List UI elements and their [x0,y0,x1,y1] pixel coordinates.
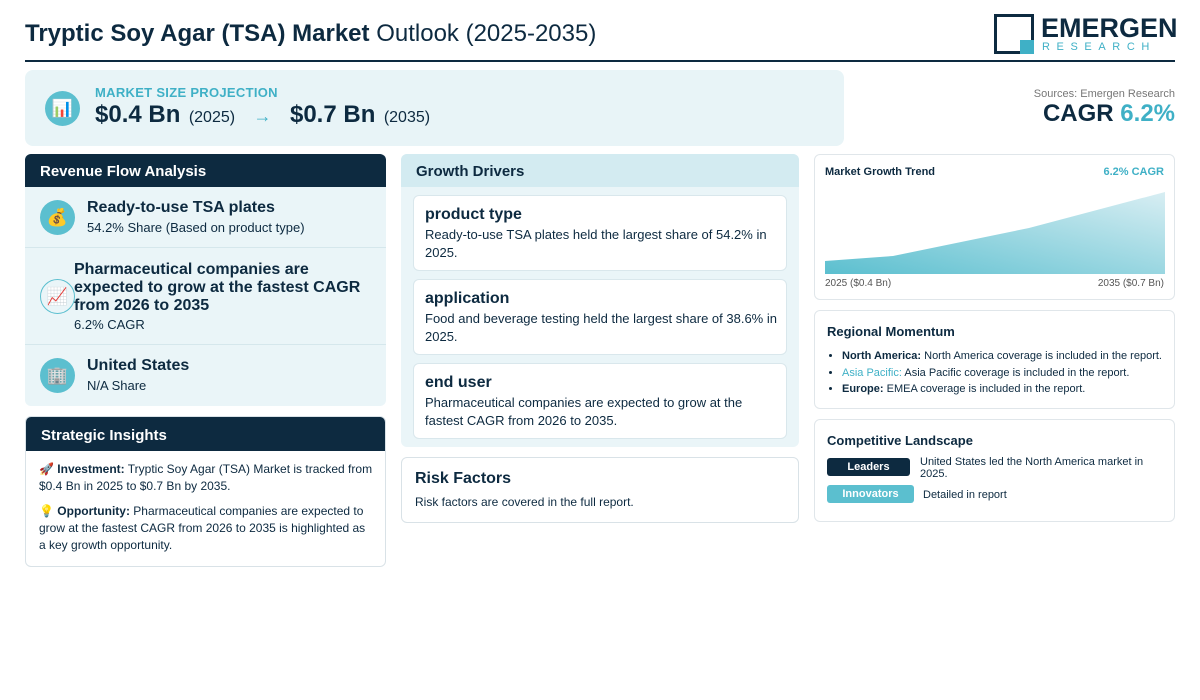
emergen-logo: EMERGEN RESEARCH [994,13,1178,56]
region-name: North America: [842,350,922,362]
end-year: (2035) [383,109,431,126]
trend-area [825,192,1165,274]
logo-name: EMERGEN [1041,13,1178,43]
strategic-insights-card: Strategic Insights 🚀 Investment: Tryptic… [25,416,386,567]
cagr-value: 6.2% [1120,100,1175,127]
driver-item: application Food and beverage testing he… [413,279,787,355]
investment-text: Tryptic Soy Agar (TSA) Market is tracked… [39,462,373,493]
projection-label: MARKET SIZE PROJECTION [95,85,278,100]
trend-start-label: 2025 ($0.4 Bn) [825,278,892,289]
innovators-text: Detailed in report [923,489,1007,501]
region-name: Asia Pacific: [842,366,902,379]
cagr-headline: CAGR 6.2% [1043,100,1175,128]
bar-chart-icon: 📊 [45,91,80,126]
trend-cagr: 6.2% CAGR [1103,166,1164,178]
driver-title: application [425,290,510,307]
end-value: $0.7 Bn [289,101,376,128]
revenue-item-sub: N/A Share [87,378,147,393]
revenue-flow-card: Revenue Flow Analysis 💰 Ready-to-use TSA… [25,154,386,406]
money-bag-icon: 💰 [40,200,75,235]
region-text: EMEA coverage is included in the report. [886,383,1086,395]
region-item: North America: North America coverage is… [842,348,1172,365]
risk-factors-card: Risk Factors Risk factors are covered in… [401,457,799,523]
opportunity-label: Opportunity: [57,504,130,518]
risk-factors-text: Risk factors are covered in the full rep… [415,495,634,509]
lightbulb-icon: 💡 [39,504,54,518]
revenue-item-title: United States [87,357,190,374]
start-year: (2025) [188,109,236,126]
growth-drivers-title: Growth Drivers [401,154,799,187]
rocket-icon: 🚀 [39,462,54,476]
revenue-flow-title: Revenue Flow Analysis [25,154,386,187]
investment-label: Investment: [57,462,125,476]
region-text: Asia Pacific coverage is included in the… [904,366,1130,379]
risk-factors-title: Risk Factors [415,470,512,487]
strategic-insights-title: Strategic Insights [26,417,385,451]
logo-subtitle: RESEARCH [1042,41,1156,53]
revenue-item: 💰 Ready-to-use TSA plates 54.2% Share (B… [25,187,386,248]
region-item: Asia Pacific: Asia Pacific coverage is i… [842,365,1172,382]
revenue-item-sub: 54.2% Share (Based on product type) [87,220,305,235]
projection-values: $0.4 Bn (2025) → $0.7 Bn (2035) [95,101,430,129]
page-header: Tryptic Soy Agar (TSA) Market Outlook (2… [25,0,1178,62]
opportunity-insight: 💡 Opportunity: Pharmaceutical companies … [39,503,375,554]
driver-text: Food and beverage testing held the large… [425,311,777,344]
trend-up-icon: 📈 [40,279,75,314]
driver-text: Ready-to-use TSA plates held the largest… [425,227,767,260]
investment-insight: 🚀 Investment: Tryptic Soy Agar (TSA) Mar… [39,461,375,495]
region-name: Europe: [842,383,884,395]
cagr-label: CAGR [1042,100,1114,127]
regional-momentum-title: Regional Momentum [827,324,955,339]
innovators-badge: Innovators [827,485,914,503]
revenue-item: 📈 Pharmaceutical companies are expected … [25,248,386,345]
revenue-item: 🏢 United States N/A Share [25,345,386,406]
trend-title: Market Growth Trend [825,166,936,178]
competitive-landscape-title: Competitive Landscape [827,433,973,448]
market-size-projection: 📊 MARKET SIZE PROJECTION $0.4 Bn (2025) … [25,70,844,146]
trend-end-label: 2035 ($0.7 Bn) [1097,278,1164,289]
revenue-item-sub: 6.2% CAGR [74,317,145,332]
building-icon: 🏢 [40,358,75,393]
regional-momentum-card: Regional Momentum North America: North A… [814,310,1175,409]
driver-title: product type [425,206,522,223]
driver-item: product type Ready-to-use TSA plates hel… [413,195,787,271]
revenue-item-title: Ready-to-use TSA plates [87,199,275,216]
logo-mark-icon [994,14,1034,54]
arrow-right-icon: → [253,106,272,126]
sources-note: Sources: Emergen Research [1033,88,1175,100]
start-value: $0.4 Bn [95,101,181,128]
growth-drivers-card: Growth Drivers product type Ready-to-use… [401,154,799,447]
page-title-bold: Tryptic Soy Agar (TSA) Market [25,20,370,47]
opportunity-text: Pharmaceutical companies are expected to… [39,504,366,552]
revenue-item-title: Pharmaceutical companies are expected to… [74,261,361,314]
leaders-badge: Leaders [827,458,910,476]
leaders-text: United States led the North America mark… [920,456,1144,480]
driver-item: end user Pharmaceutical companies are ex… [413,363,787,439]
market-growth-trend-card: Market Growth Trend 6.2% CAGR 2025 ($0.4… [814,154,1175,300]
trend-area-chart [825,192,1165,274]
driver-text: Pharmaceutical companies are expected to… [425,395,743,428]
competitive-landscape-card: Competitive Landscape Leaders United Sta… [814,419,1175,522]
region-text: North America coverage is included in th… [924,350,1162,362]
page-title-light: Outlook (2025-2035) [376,20,597,47]
driver-title: end user [425,374,492,391]
page-title: Tryptic Soy Agar (TSA) Market Outlook (2… [25,20,596,48]
regional-list: North America: North America coverage is… [842,348,1172,398]
region-item: Europe: EMEA coverage is included in the… [842,381,1172,398]
